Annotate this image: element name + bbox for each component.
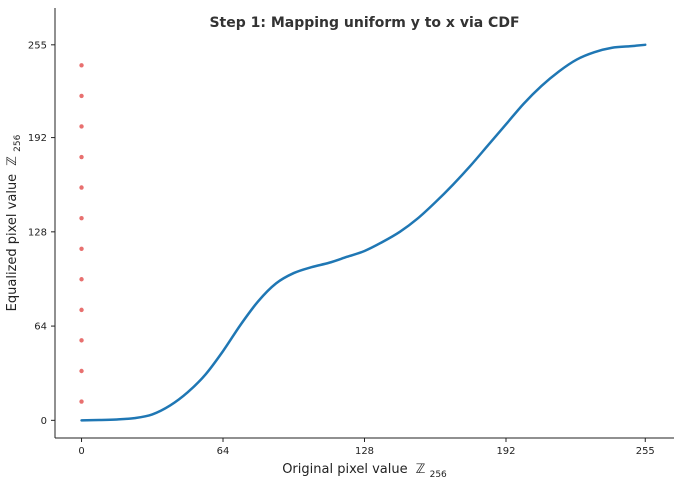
x-tick-label: 0 [78,446,84,457]
sample-point [79,338,84,343]
y-tick-label: 0 [41,416,47,427]
cdf-curve-line [80,43,647,422]
series-layer [79,43,647,422]
sample-point [79,246,84,251]
y-tick-label: 255 [28,40,47,51]
y-axis-label-text: Equalized pixel value [5,174,20,312]
plot-area: 0 64 128 192 255 0 64 128 192 255 [28,8,674,457]
chart-title: Step 1: Mapping uniform y to x via CDF [209,15,519,31]
sample-point [79,185,84,190]
sample-point [79,93,84,99]
sample-point [79,124,84,129]
x-tick-label: 128 [355,446,374,457]
y-tick-label: 128 [28,227,47,238]
y-axis-label-symbol: ℤ [5,156,20,166]
sample-point [79,215,84,221]
x-axis-label-text: Original pixel value [282,462,407,477]
x-tick-label: 192 [496,446,515,457]
y-axis-title: Equalized pixel value ℤ 256 [5,134,23,311]
x-axis-title: Original pixel value ℤ 256 [282,462,447,480]
sample-point [79,368,84,374]
y-tick-label: 192 [28,133,47,144]
x-tick-label: 255 [636,446,655,457]
sample-point [79,307,84,313]
x-axis-ticks: 0 64 128 192 255 [78,438,655,457]
sample-point [79,154,84,160]
x-axis-label-subscript: 256 [430,470,447,480]
sample-point [79,277,84,282]
y-axis-label-subscript: 256 [13,134,23,151]
sample-point [79,399,84,404]
y-axis-ticks: 0 64 128 192 255 [28,40,55,427]
y-tick-label: 64 [34,322,47,333]
x-axis-label-symbol: ℤ [416,462,426,477]
sample-point [79,63,84,68]
x-tick-label: 64 [217,446,230,457]
